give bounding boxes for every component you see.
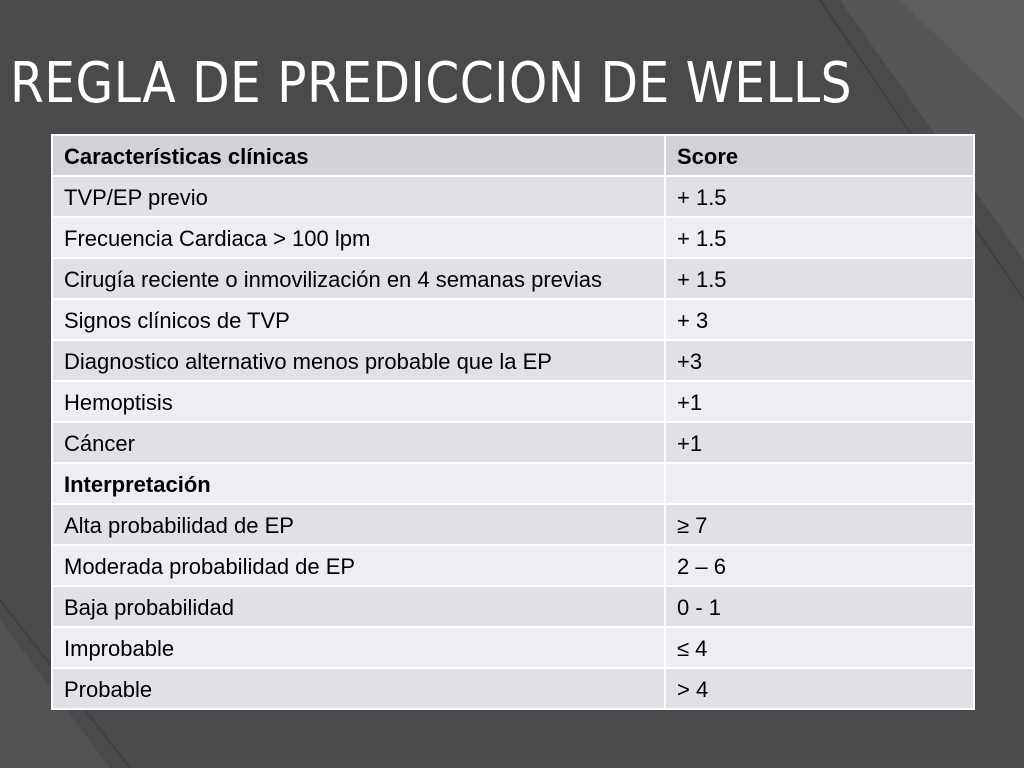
wells-table-container: Características clínicas Score TVP/EP pr… [51,134,975,710]
score-cell: ≤ 4 [664,626,975,669]
score-cell [664,462,975,505]
score-cell: 2 – 6 [664,544,975,587]
table-row: Diagnostico alternativo menos probable q… [51,339,975,382]
feature-cell: Baja probabilidad [51,585,666,628]
score-cell: +1 [664,380,975,423]
table-row: Signos clínicos de TVP + 3 [51,298,975,341]
score-cell: + 3 [664,298,975,341]
table-row: Moderada probabilidad de EP 2 – 6 [51,544,975,587]
table-row: Alta probabilidad de EP ≥ 7 [51,503,975,546]
header-score: Score [664,134,975,177]
table-row: TVP/EP previo + 1.5 [51,175,975,218]
feature-cell: Cirugía reciente o inmovilización en 4 s… [51,257,666,300]
feature-cell: Cáncer [51,421,666,464]
table-header-row: Características clínicas Score [51,134,975,177]
score-cell: +1 [664,421,975,464]
score-cell: + 1.5 [664,257,975,300]
table-row: Frecuencia Cardiaca > 100 lpm + 1.5 [51,216,975,259]
header-clinical-features: Características clínicas [51,134,666,177]
feature-cell: Signos clínicos de TVP [51,298,666,341]
feature-cell: Diagnostico alternativo menos probable q… [51,339,666,382]
feature-cell: Moderada probabilidad de EP [51,544,666,587]
score-cell: ≥ 7 [664,503,975,546]
table-row: Cáncer +1 [51,421,975,464]
score-cell: + 1.5 [664,175,975,218]
feature-cell: Hemoptisis [51,380,666,423]
slide-title: REGLA DE PREDICCION DE WELLS [10,51,852,116]
feature-cell: Frecuencia Cardiaca > 100 lpm [51,216,666,259]
score-cell: +3 [664,339,975,382]
interpretation-label: Interpretación [51,462,666,505]
score-cell: 0 - 1 [664,585,975,628]
table-row: Baja probabilidad 0 - 1 [51,585,975,628]
table-row: Probable > 4 [51,667,975,710]
feature-cell: TVP/EP previo [51,175,666,218]
score-cell: + 1.5 [664,216,975,259]
table-row: Improbable ≤ 4 [51,626,975,669]
feature-cell: Probable [51,667,666,710]
feature-cell: Alta probabilidad de EP [51,503,666,546]
table-row: Cirugía reciente o inmovilización en 4 s… [51,257,975,300]
score-cell: > 4 [664,667,975,710]
table-row: Hemoptisis +1 [51,380,975,423]
wells-score-table: Características clínicas Score TVP/EP pr… [51,134,975,710]
interpretation-header-row: Interpretación [51,462,975,505]
feature-cell: Improbable [51,626,666,669]
